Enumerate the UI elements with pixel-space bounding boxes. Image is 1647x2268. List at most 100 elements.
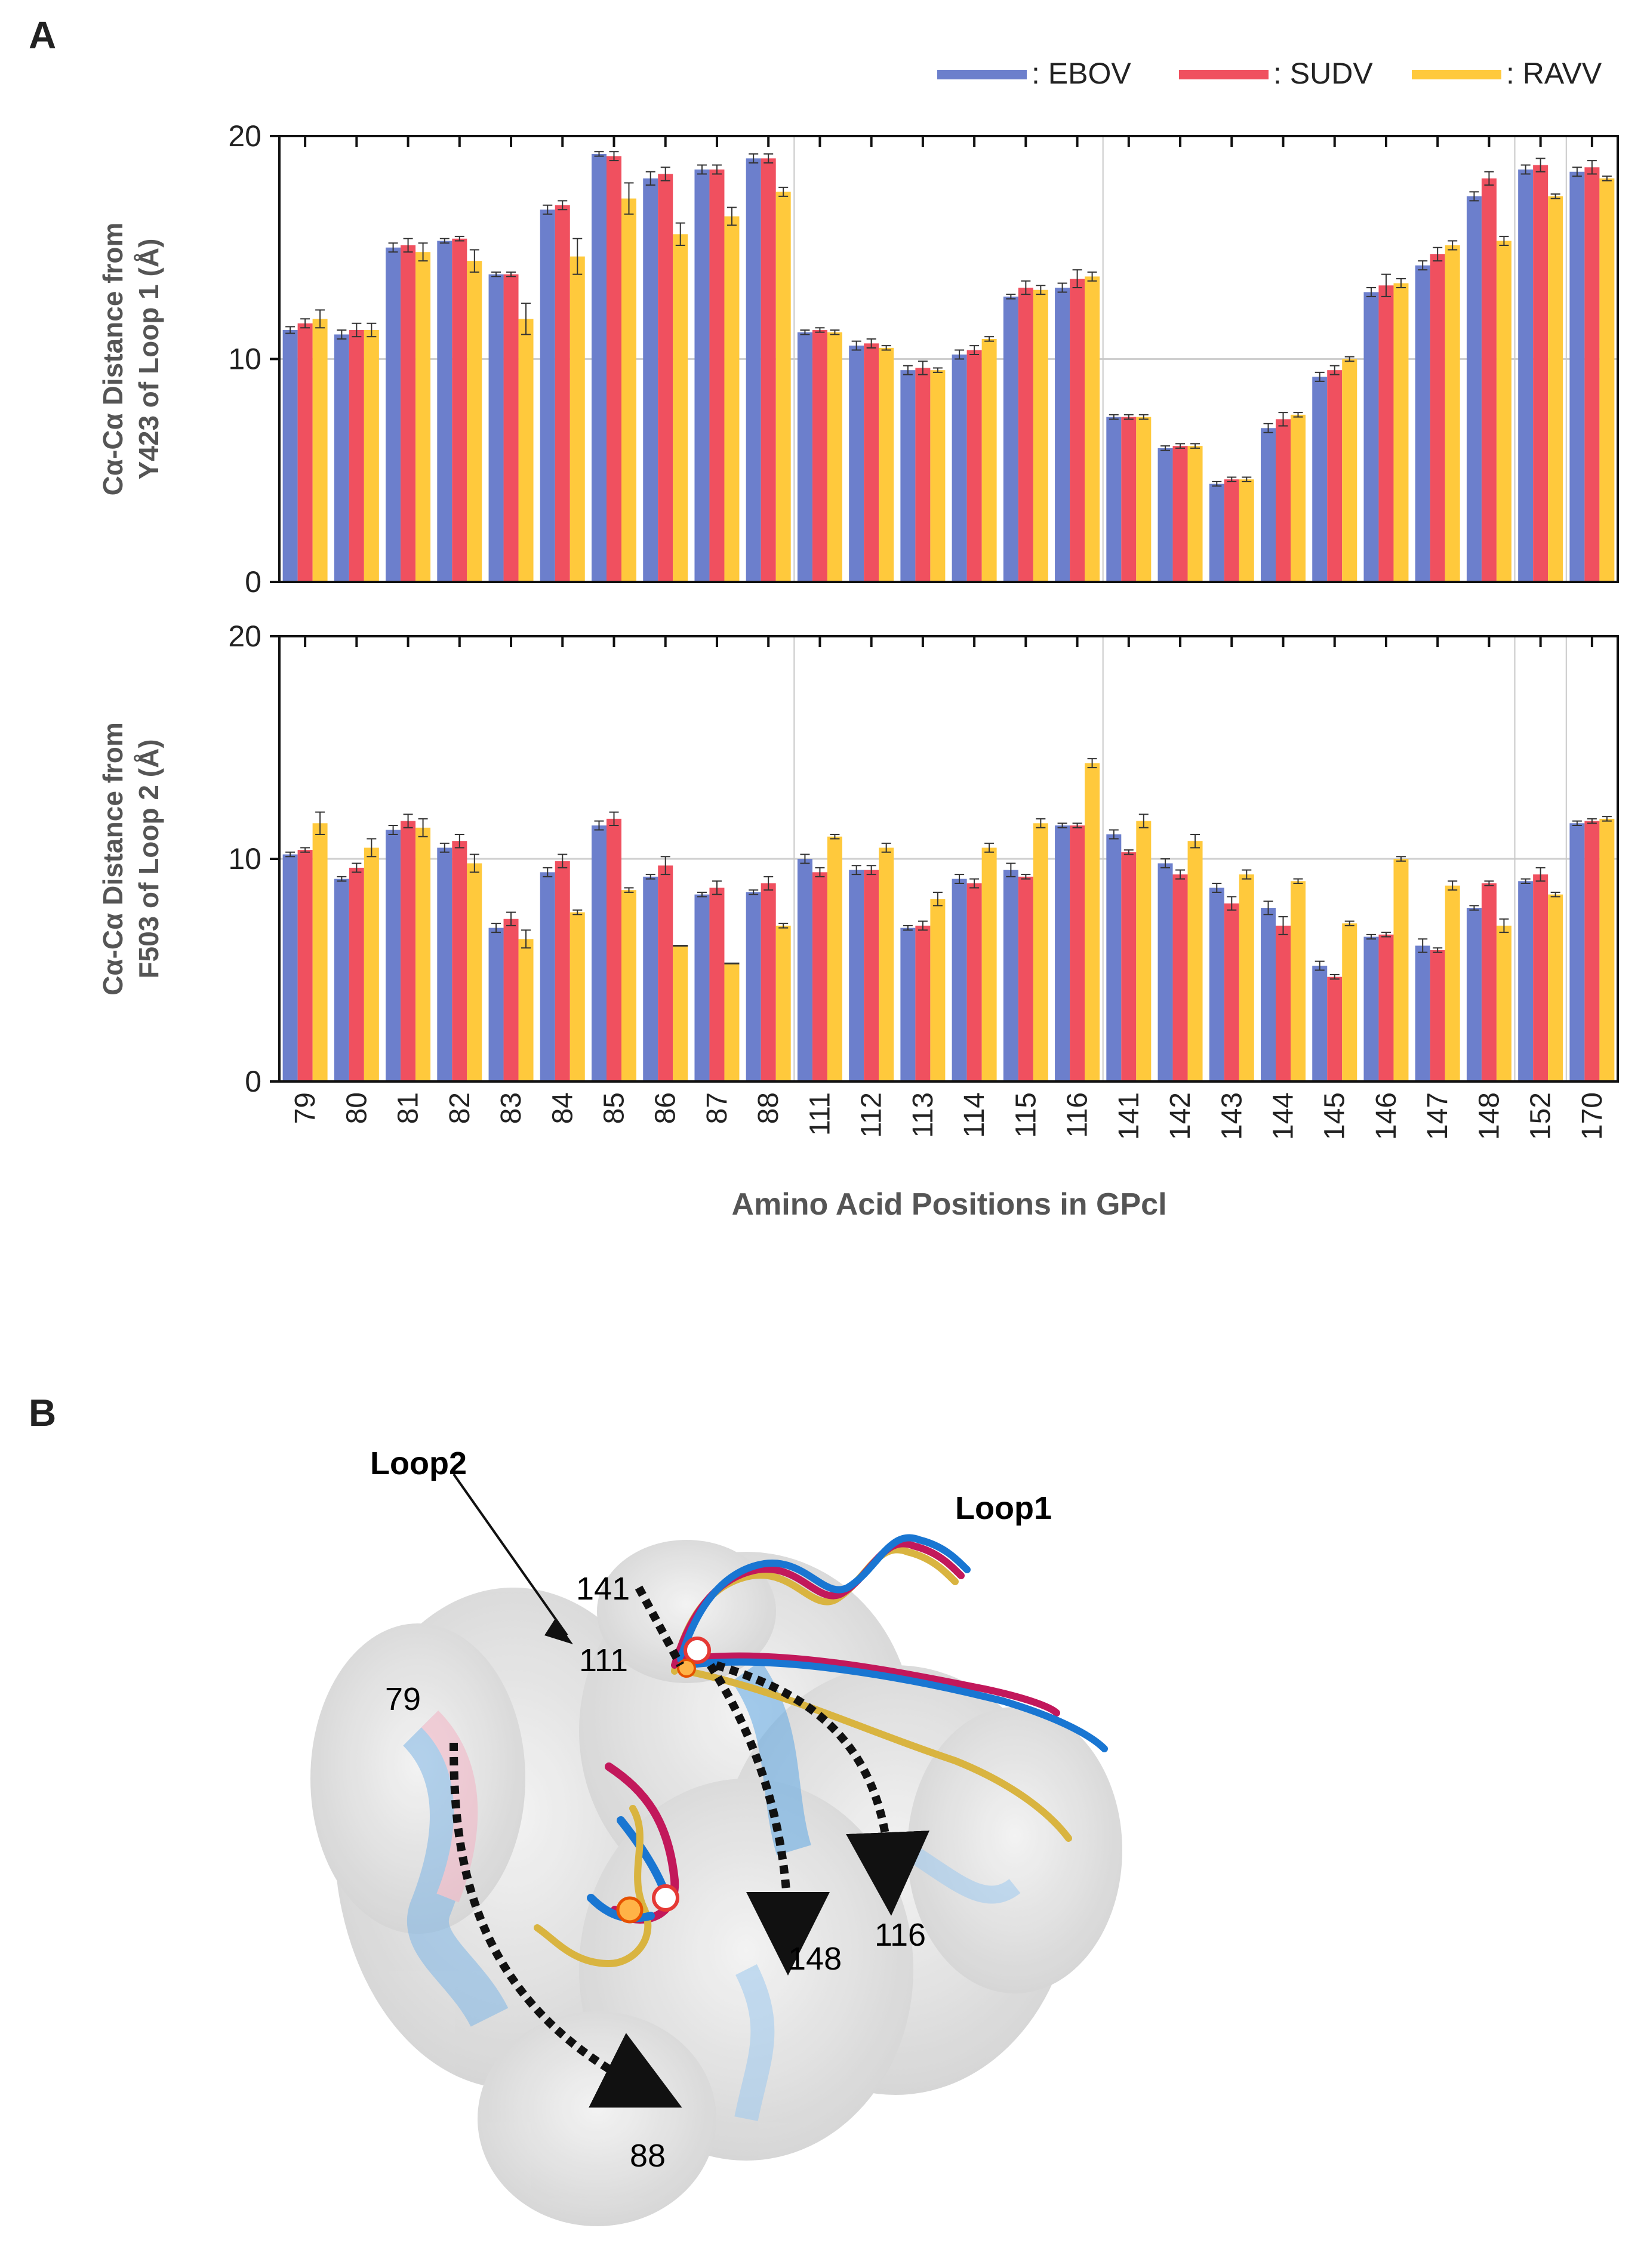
bar-sudv-148 xyxy=(1481,883,1497,1081)
residue-label-148: 148 xyxy=(788,1941,842,1977)
bar-sudv-112 xyxy=(864,343,879,582)
bar-ebov-115 xyxy=(1003,870,1018,1081)
y-tick-label: 20 xyxy=(228,620,261,653)
loop1-distance-chart: 0 10 20 Cα-Cα Distance from Y423 of Loop 1 (… xyxy=(97,119,1619,599)
bar-ebov-170 xyxy=(1569,823,1585,1081)
bar-ebov-145 xyxy=(1312,377,1328,582)
bar-ebov-152 xyxy=(1518,881,1534,1081)
bar-ebov-111 xyxy=(797,332,812,582)
bar-ravv-82 xyxy=(467,261,482,582)
y-tick-label: 10 xyxy=(228,343,261,376)
x-tick-label-148: 148 xyxy=(1473,1092,1505,1140)
y-axis-title-line2: Y423 of Loop 1 (Å) xyxy=(133,239,164,480)
x-tick-label-83: 83 xyxy=(495,1092,527,1124)
panel-a-label: A xyxy=(29,14,57,57)
bar-sudv-115 xyxy=(1018,876,1033,1081)
bar-sudv-141 xyxy=(1121,417,1137,582)
bar-ravv-142 xyxy=(1187,446,1203,582)
bar-ebov-116 xyxy=(1055,825,1070,1081)
dotted-arrows xyxy=(450,1585,929,2108)
bar-ebov-81 xyxy=(386,830,401,1081)
bar-sudv-111 xyxy=(812,329,827,582)
bar-ravv-147 xyxy=(1445,885,1460,1081)
bar-ravv-81 xyxy=(415,827,431,1081)
x-tick-label-81: 81 xyxy=(393,1092,424,1124)
bar-ravv-143 xyxy=(1239,874,1254,1081)
bar-ebov-88 xyxy=(746,158,761,583)
bar-sudv-152 xyxy=(1533,874,1549,1081)
bar-ebov-170 xyxy=(1569,171,1585,582)
y-axis-title-line2: F503 of Loop 2 (Å) xyxy=(133,739,164,978)
bar-ravv-86 xyxy=(673,234,688,583)
bar-ebov-113 xyxy=(900,370,916,582)
bar-ravv-111 xyxy=(827,332,842,582)
bar-sudv-145 xyxy=(1327,370,1343,582)
residue-label-111: 111 xyxy=(579,1643,628,1678)
bar-ebov-141 xyxy=(1106,834,1122,1081)
legend-label: : EBOV xyxy=(1032,57,1131,90)
bar-ebov-144 xyxy=(1261,428,1276,582)
x-tick-label-114: 114 xyxy=(959,1092,990,1138)
x-tick-label-80: 80 xyxy=(341,1092,373,1124)
legend: : EBOV: SUDV: RAVV xyxy=(937,57,1602,90)
loop2-ribbons xyxy=(534,1762,679,1968)
x-tick-label-170: 170 xyxy=(1577,1092,1608,1140)
bar-sudv-79 xyxy=(297,323,313,582)
bar-sudv-83 xyxy=(503,274,519,582)
bar-ravv-79 xyxy=(312,823,328,1081)
bar-sudv-87 xyxy=(709,888,725,1081)
x-tick-label-152: 152 xyxy=(1525,1092,1557,1140)
bar-ebov-112 xyxy=(849,870,864,1081)
bar-ebov-111 xyxy=(797,859,812,1081)
x-tick-label-113: 113 xyxy=(907,1092,939,1138)
x-tick-label-82: 82 xyxy=(444,1092,476,1124)
bar-ravv-142 xyxy=(1187,841,1203,1081)
bar-sudv-80 xyxy=(349,867,364,1081)
bar-sudv-144 xyxy=(1276,925,1291,1081)
bar-sudv-144 xyxy=(1276,419,1291,582)
bar-ravv-88 xyxy=(775,925,791,1081)
bar-ravv-80 xyxy=(364,329,379,582)
residue-label-79: 79 xyxy=(385,1681,421,1717)
ravv-f503-marker xyxy=(616,1896,644,1924)
x-tick-label-142: 142 xyxy=(1165,1092,1196,1140)
bar-ebov-152 xyxy=(1518,170,1534,582)
bar-ebov-82 xyxy=(437,241,452,582)
bar-ravv-114 xyxy=(981,338,997,582)
bar-ebov-84 xyxy=(540,209,555,582)
bar-sudv-88 xyxy=(761,158,776,583)
x-tick-label-87: 87 xyxy=(701,1092,733,1124)
bar-ebov-146 xyxy=(1363,292,1379,582)
bar-ravv-170 xyxy=(1599,818,1615,1081)
x-axis-title: Amino Acid Positions in GPcl xyxy=(731,1187,1166,1222)
bar-ebov-84 xyxy=(540,872,555,1081)
bar-sudv-141 xyxy=(1121,852,1137,1081)
bar-ravv-146 xyxy=(1393,859,1409,1081)
bar-ebov-144 xyxy=(1261,908,1276,1081)
bar-ravv-87 xyxy=(724,963,740,1081)
x-tick-label-146: 146 xyxy=(1371,1092,1402,1140)
x-tick-label-116: 116 xyxy=(1062,1092,1094,1138)
bar-ravv-83 xyxy=(518,939,534,1081)
bar-sudv-146 xyxy=(1378,934,1394,1081)
loop2-label: Loop2 xyxy=(370,1446,467,1481)
bar-ebov-147 xyxy=(1415,945,1430,1081)
bar-ravv-145 xyxy=(1342,359,1357,582)
bar-sudv-170 xyxy=(1584,821,1600,1081)
x-tick-label-145: 145 xyxy=(1319,1092,1351,1140)
bar-ravv-141 xyxy=(1136,821,1152,1081)
bar-ravv-141 xyxy=(1136,417,1152,582)
x-tick-label-143: 143 xyxy=(1216,1092,1248,1140)
x-tick-label-147: 147 xyxy=(1422,1092,1454,1140)
y-tick-label: 20 xyxy=(228,119,261,153)
bar-ebov-142 xyxy=(1157,448,1173,582)
bar-ebov-115 xyxy=(1003,296,1018,582)
bar-ravv-144 xyxy=(1291,414,1306,582)
bar-ebov-83 xyxy=(488,274,504,582)
bar-sudv-147 xyxy=(1430,950,1445,1081)
bar-sudv-170 xyxy=(1584,167,1600,582)
loop2-distance-chart: 0 10 20 Cα-Cα Distance from F503 of Loop 2 (… xyxy=(97,620,1619,1098)
bar-sudv-142 xyxy=(1172,874,1188,1081)
sudv-y423-marker xyxy=(684,1637,711,1664)
bar-ebov-148 xyxy=(1466,196,1482,583)
